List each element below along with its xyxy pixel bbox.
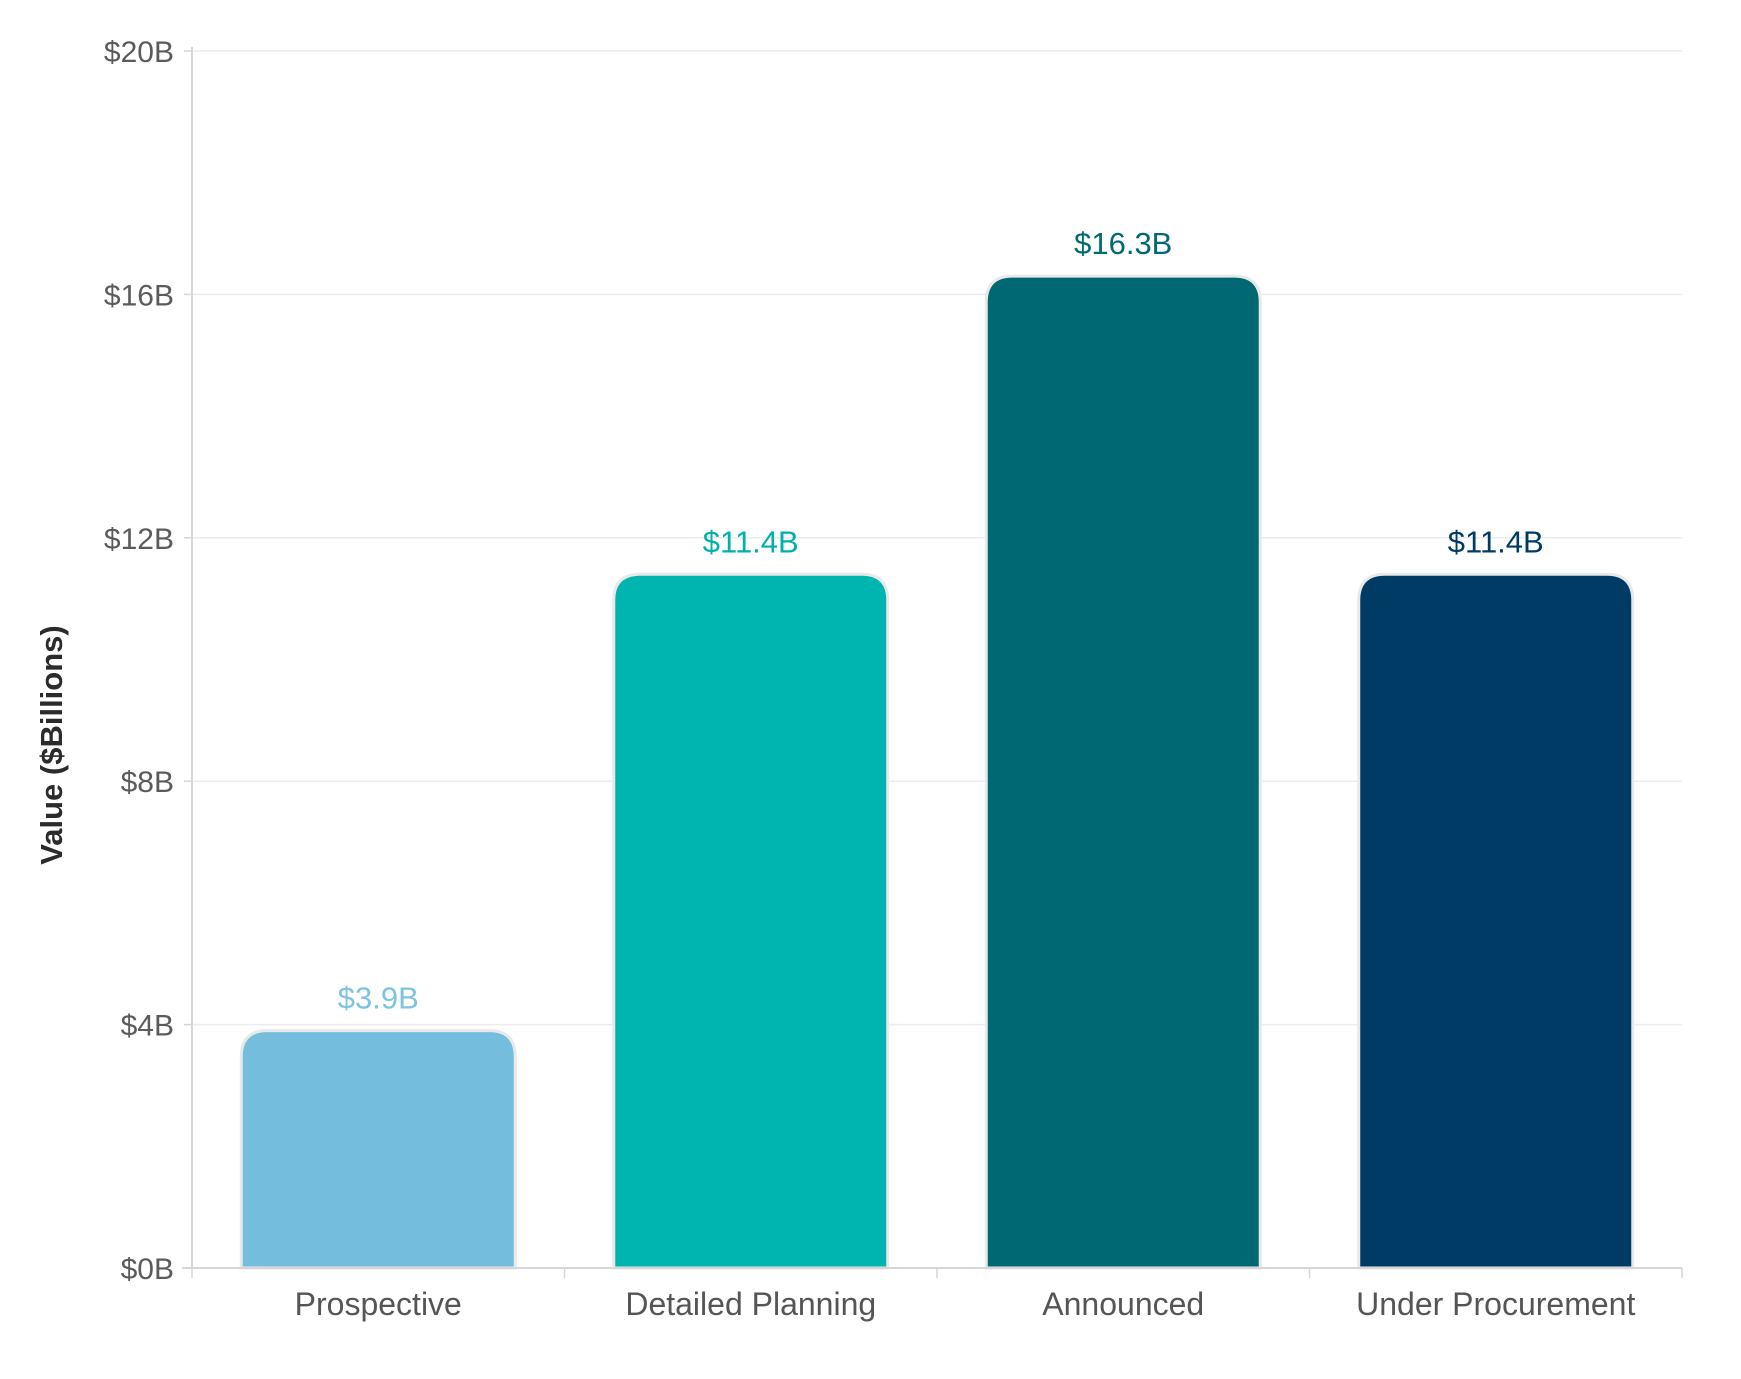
bar-detailed-planning bbox=[612, 572, 890, 1270]
data-label: $3.9B bbox=[338, 981, 419, 1016]
data-labels: $3.9B $11.4B $16.3B $11.4B bbox=[338, 226, 1544, 1016]
y-tick-label: $16B bbox=[104, 279, 174, 312]
data-label: $11.4B bbox=[1448, 524, 1544, 559]
bar-under-procurement bbox=[1357, 572, 1635, 1270]
bars bbox=[239, 274, 1635, 1270]
y-tick-label: $12B bbox=[104, 523, 174, 556]
axes: $0B $4B $8B $12B $16B $20B Prospective Detailed… bbox=[104, 36, 1683, 1322]
x-tick-label: Announced bbox=[1042, 1286, 1204, 1322]
data-label: $16.3B bbox=[1074, 226, 1172, 261]
y-tick-label: $8B bbox=[121, 766, 174, 799]
x-tick-label: Prospective bbox=[295, 1286, 462, 1322]
bar-announced bbox=[984, 274, 1262, 1270]
y-tick-label: $4B bbox=[121, 1010, 174, 1043]
y-tick-label: $20B bbox=[104, 36, 174, 69]
x-tick-label: Detailed Planning bbox=[625, 1286, 876, 1322]
bar-prospective bbox=[239, 1029, 517, 1270]
x-tick-label: Under Procurement bbox=[1356, 1286, 1635, 1322]
y-axis-title: Value ($Billions) bbox=[34, 625, 69, 864]
data-label: $11.4B bbox=[703, 524, 799, 559]
y-tick-label: $0B bbox=[121, 1253, 174, 1286]
